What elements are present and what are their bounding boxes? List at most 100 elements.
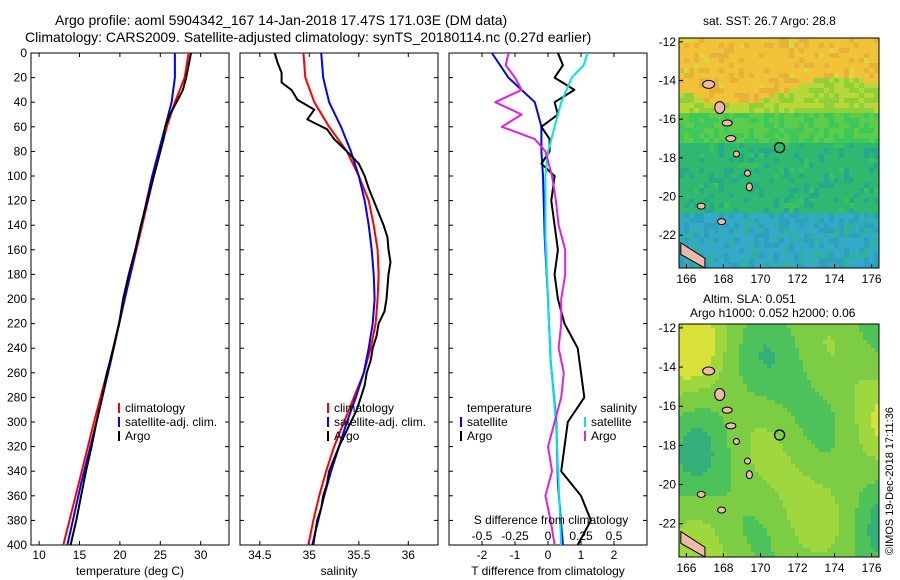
map-cell bbox=[875, 356, 880, 361]
map-cell bbox=[711, 492, 716, 497]
map-cell bbox=[787, 516, 792, 521]
map-cell bbox=[835, 352, 840, 357]
map-cell bbox=[824, 123, 830, 129]
map-cell bbox=[679, 183, 685, 189]
map-cell bbox=[699, 173, 705, 179]
map-cell bbox=[871, 324, 876, 329]
map-cell bbox=[735, 488, 740, 493]
map-cell bbox=[719, 552, 724, 557]
map-cell bbox=[811, 324, 816, 329]
map-cell bbox=[774, 163, 780, 169]
map-cell bbox=[694, 228, 700, 234]
map-cell bbox=[751, 544, 756, 549]
map-cell bbox=[764, 203, 770, 209]
map-cell bbox=[799, 324, 804, 329]
map-cell bbox=[779, 58, 785, 64]
map-cell bbox=[694, 98, 700, 104]
map-cell bbox=[731, 332, 736, 337]
map-cell bbox=[731, 464, 736, 469]
map-cell bbox=[831, 496, 836, 501]
map-cell bbox=[809, 118, 815, 124]
map-cell bbox=[849, 123, 855, 129]
map-cell bbox=[771, 340, 776, 345]
map-cell bbox=[874, 218, 880, 224]
difference-xtick-label: -1 bbox=[510, 548, 521, 562]
map-cell bbox=[694, 133, 700, 139]
map-cell bbox=[864, 263, 870, 269]
map-cell bbox=[871, 544, 876, 549]
map-cell bbox=[739, 93, 745, 99]
map-cell bbox=[755, 328, 760, 333]
map-cell bbox=[754, 103, 760, 109]
map-cell bbox=[754, 263, 760, 269]
map-cell bbox=[703, 396, 708, 401]
map-cell bbox=[711, 324, 716, 329]
map-cell bbox=[803, 372, 808, 377]
map-cell bbox=[844, 143, 850, 149]
map-cell bbox=[715, 436, 720, 441]
map-cell bbox=[819, 352, 824, 357]
map-cell bbox=[811, 328, 816, 333]
map-cell bbox=[679, 98, 685, 104]
map-cell bbox=[795, 360, 800, 365]
map-cell bbox=[794, 68, 800, 74]
map-cell bbox=[791, 432, 796, 437]
map-cell bbox=[834, 243, 840, 249]
map-cell bbox=[799, 532, 804, 537]
map-cell bbox=[795, 380, 800, 385]
map-cell bbox=[759, 193, 765, 199]
map-cell bbox=[795, 492, 800, 497]
map-cell bbox=[784, 63, 790, 69]
map-cell bbox=[874, 163, 880, 169]
map-cell bbox=[795, 432, 800, 437]
map-cell bbox=[875, 436, 880, 441]
map-cell bbox=[787, 468, 792, 473]
map-cell bbox=[723, 336, 728, 341]
map-cell bbox=[814, 253, 820, 259]
map-cell bbox=[724, 158, 730, 164]
map-cell bbox=[729, 218, 735, 224]
map-cell bbox=[727, 516, 732, 521]
map-cell bbox=[763, 532, 768, 537]
map-cell bbox=[871, 352, 876, 357]
map-cell bbox=[683, 472, 688, 477]
map-cell bbox=[783, 384, 788, 389]
map-cell bbox=[844, 258, 850, 264]
map-cell bbox=[794, 173, 800, 179]
map-cell bbox=[779, 324, 784, 329]
map-cell bbox=[735, 376, 740, 381]
map-cell bbox=[795, 444, 800, 449]
map-cell bbox=[749, 168, 755, 174]
map-cell bbox=[803, 492, 808, 497]
map-cell bbox=[707, 328, 712, 333]
map-cell bbox=[819, 258, 825, 264]
map-cell bbox=[875, 488, 880, 493]
map-cell bbox=[747, 552, 752, 557]
map-cell bbox=[844, 158, 850, 164]
map-cell bbox=[695, 352, 700, 357]
map-cell bbox=[754, 158, 760, 164]
map-cell bbox=[823, 336, 828, 341]
map-cell bbox=[864, 108, 870, 114]
map-cell bbox=[767, 452, 772, 457]
map-cell bbox=[824, 63, 830, 69]
map-cell bbox=[794, 93, 800, 99]
map-cell bbox=[771, 500, 776, 505]
map-cell bbox=[747, 344, 752, 349]
map-cell bbox=[703, 348, 708, 353]
map-cell bbox=[774, 133, 780, 139]
map-cell bbox=[764, 148, 770, 154]
map-cell bbox=[855, 336, 860, 341]
map-cell bbox=[809, 258, 815, 264]
map-cell bbox=[715, 324, 720, 329]
map-cell bbox=[851, 480, 856, 485]
map-cell bbox=[811, 472, 816, 477]
map-cell bbox=[735, 480, 740, 485]
map-cell bbox=[844, 88, 850, 94]
map-cell bbox=[699, 344, 704, 349]
map-cell bbox=[729, 68, 735, 74]
map-cell bbox=[803, 540, 808, 545]
map-cell bbox=[783, 460, 788, 465]
map-cell bbox=[691, 460, 696, 465]
map-cell bbox=[687, 528, 692, 533]
